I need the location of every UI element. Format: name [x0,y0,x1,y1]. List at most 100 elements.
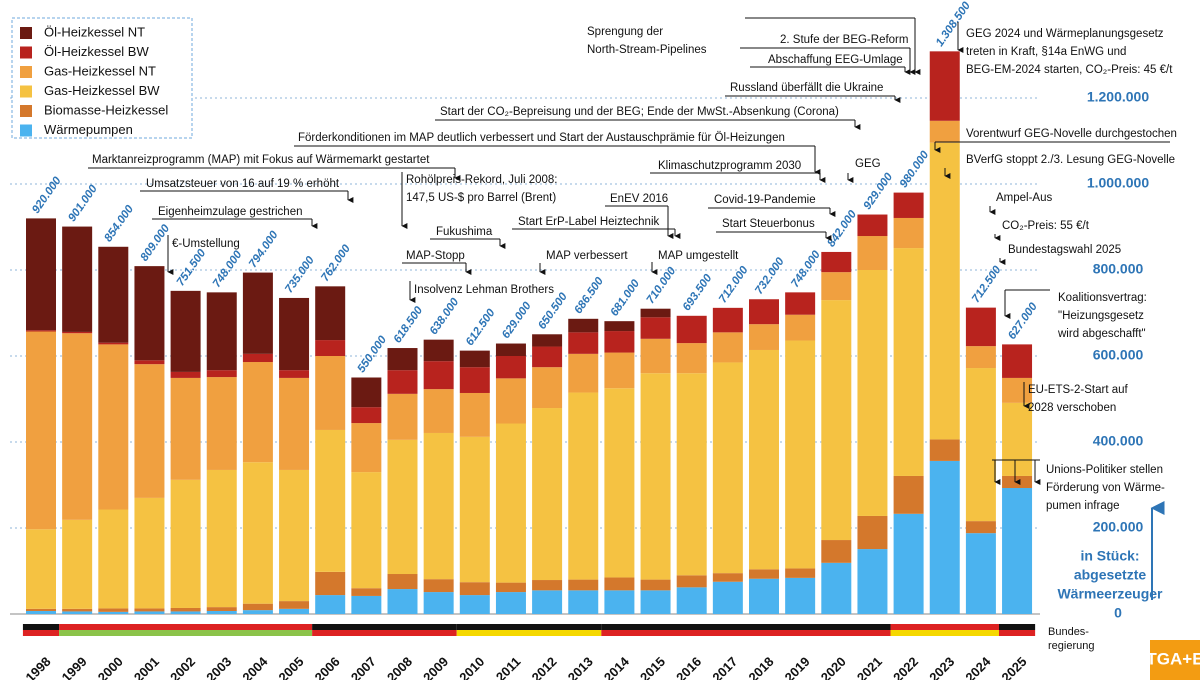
bar-segment [532,346,563,368]
legend-swatch [20,46,32,59]
government-band [312,630,457,636]
bar-segment [134,608,165,612]
annotation: Klimaschutzprogramm 2030 [658,160,801,172]
total-label: 748.000 [211,248,245,289]
annotation: EnEV 2016 [610,193,668,205]
legend-label: Biomasse-Heizkessel [44,102,168,117]
bar-segment [62,226,93,332]
bar-segment [785,568,816,578]
legend-swatch [20,85,32,98]
bar-segment [459,436,490,583]
bar-segment [640,590,671,614]
total-label: 751.500 [175,247,209,288]
bar-segment [749,324,779,350]
bar-segment [459,392,490,437]
legend-swatch [20,66,32,78]
bar-segment [929,120,960,143]
y-axis-label: Wärmeerzeuger [1057,586,1163,602]
total-label: 618.500 [392,304,426,345]
x-tick-label: 2009 [420,654,451,680]
government-band [456,630,602,636]
bar-segment [387,439,418,575]
bar-segment [604,577,635,591]
bar-segment [965,368,996,522]
bar-segment [459,350,490,368]
bar-segment [1002,475,1033,489]
government-band [890,624,999,630]
bar-segment [98,611,129,614]
bar-segment [170,607,201,612]
bar-segment [62,611,93,614]
bar-segment [568,332,599,354]
bar-segment [893,475,924,514]
annotation: Förderkonditionen im MAP deutlich verbes… [298,132,785,144]
bar-segment [857,214,888,237]
bar-segment [98,608,129,612]
bar-segment [351,472,382,589]
bar-segment [206,607,237,611]
bar-segment [965,521,996,534]
bar-segment [604,352,635,389]
logo: TGA+E [1146,649,1200,668]
logo-box [1150,640,1200,680]
bar-segment [604,331,635,353]
x-tick-label: 2010 [456,654,487,680]
annotation: Fukushima [436,226,493,238]
bar-segment [62,331,93,334]
y-axis-label: in Stück: [1080,548,1139,564]
bar-segment [134,360,165,365]
total-label: 627.000 [1006,300,1040,341]
bar-segment [315,595,346,614]
annotation: GEG [855,158,881,170]
bar-segment [423,592,454,614]
annotation: Umsatzsteuer von 16 auf 19 % erhöht [146,178,340,190]
x-tick-label: 2001 [131,654,162,680]
bar-segment [929,460,960,614]
bar-segment [785,577,816,614]
bar-segment [676,587,707,614]
government-band [59,630,313,636]
legend: Öl-Heizkessel NT Öl-Heizkessel BW Gas-Heiz… [20,24,168,137]
y-axis-label: abgesetzte [1074,567,1147,583]
bar-segment [26,330,56,332]
x-tick-label: 2005 [276,654,307,680]
bar-segment [170,377,201,480]
y-tick-label: 1.000.000 [1087,175,1149,191]
bar-segment [242,603,273,611]
bar-segment [495,343,526,356]
total-label: 629.000 [500,300,534,341]
x-tick-label: 2021 [854,654,885,680]
legend-label: Wärmepumpen [44,122,133,137]
annotation: Covid-19-Pandemie [714,194,816,206]
bar-segment [568,318,599,333]
bar-segment [279,469,310,602]
legend-label: Öl-Heizkessel BW [44,44,149,59]
bar-segment [821,540,852,563]
y-tick-label: 400.000 [1093,433,1144,449]
bar-segment [98,246,129,343]
bar-segment [568,590,599,614]
y-tick-label: 800.000 [1093,261,1144,277]
bar-segment [1002,488,1033,614]
bar-segment [387,393,418,440]
bar-segment [965,533,996,614]
government-label: regierung [1048,640,1094,652]
bar-segment [532,367,563,409]
bar-segment [206,370,237,378]
bar-segment [206,469,237,608]
x-tick-label: 2024 [962,653,994,680]
bar-segment [495,378,526,424]
x-tick-label: 2015 [637,654,668,680]
bar-segment [749,569,779,579]
annotations: Sprengung der North-Stream-Pipelines 2. St… [88,17,1177,512]
bar-segment [423,432,454,580]
bar-segment [279,370,310,378]
bar-segment [712,362,743,574]
total-label: 920.000 [30,174,64,215]
bar-segment [459,582,490,596]
bar-segment [62,519,93,609]
x-tick-label: 2012 [529,654,560,680]
total-label: 681.000 [609,277,643,318]
bar-segment [206,610,237,614]
